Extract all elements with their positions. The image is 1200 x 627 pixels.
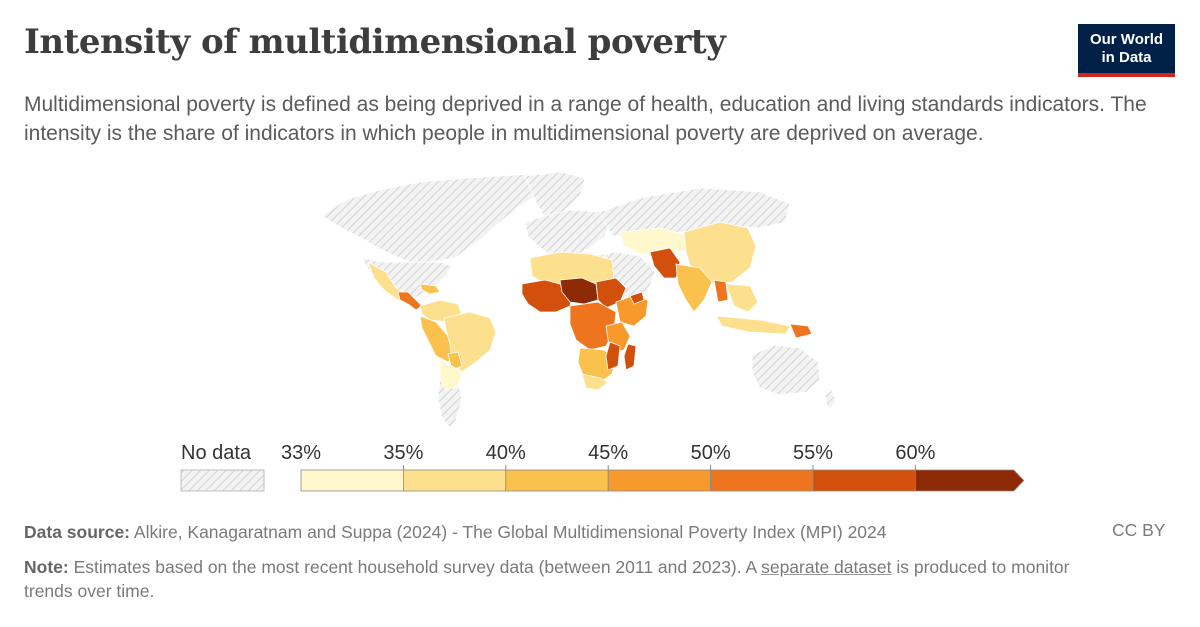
- legend-bin-55-60[interactable]: [812, 469, 916, 492]
- source-label: Data source:: [24, 522, 131, 542]
- legend-tick-label: 40%: [486, 442, 526, 464]
- legend-tick-label: 33%: [281, 442, 321, 464]
- legend-bin-60-plus[interactable]: [915, 469, 1025, 492]
- legend: No data 33% 35% 40% 45% 50% 55% 60%: [180, 442, 1025, 492]
- region-caribbean: [419, 283, 441, 295]
- legend-bin-50-55[interactable]: [710, 469, 814, 492]
- separate-dataset-link[interactable]: separate dataset: [761, 557, 892, 577]
- region-alaska-canada: [321, 173, 546, 263]
- region-uruguay-south: [439, 359, 463, 391]
- logo-line-2: in Data: [1101, 49, 1152, 66]
- note-label: Note:: [24, 557, 69, 577]
- legend-tick-label: 50%: [691, 442, 731, 464]
- chart-subtitle: Multidimensional poverty is defined as b…: [24, 93, 1147, 145]
- legend-bin-35-40[interactable]: [402, 469, 507, 492]
- note-text-before: Estimates based on the most recent house…: [73, 557, 757, 577]
- region-madagascar: [623, 343, 637, 371]
- region-new-zealand: [824, 389, 837, 411]
- region-peru-bolivia: [419, 315, 457, 363]
- region-indonesia: [715, 315, 791, 335]
- note-text-after: is produced to monitor trends over time.: [24, 557, 1070, 601]
- legend-tick-label: 35%: [383, 442, 423, 464]
- owid-logo[interactable]: Our World in Data: [1078, 24, 1175, 77]
- region-yemen: [629, 291, 645, 305]
- source-text: Alkire, Kanagaratnam and Suppa (2024) - …: [133, 522, 887, 542]
- footer-note: Note: Estimates based on the most recent…: [24, 555, 1104, 603]
- region-southeast-asia: [725, 283, 759, 313]
- legend-no-data-label: No data: [181, 442, 252, 464]
- footer-source: Data source: Alkire, Kanagaratnam and Su…: [24, 520, 887, 544]
- logo-line-1: Our World: [1089, 31, 1164, 48]
- legend-tick-label: 60%: [895, 442, 935, 464]
- region-china-mongolia: [683, 221, 757, 285]
- chart-title: Intensity of multidimensional poverty: [24, 22, 726, 62]
- data-regions: [367, 221, 813, 391]
- region-png: [789, 323, 813, 339]
- region-europe: [524, 209, 613, 259]
- legend-tick-label: 45%: [588, 442, 628, 464]
- region-myanmar: [713, 279, 729, 303]
- legend-bin-33-35[interactable]: [300, 469, 404, 492]
- region-sahel-core: [559, 277, 599, 305]
- legend-tick-label: 55%: [793, 442, 833, 464]
- region-central-america: [397, 291, 423, 311]
- region-west-africa: [521, 279, 573, 313]
- region-greenland: [524, 171, 586, 219]
- no-data-regions: [321, 171, 837, 429]
- region-india: [675, 263, 713, 313]
- region-afghanistan-pakistan: [649, 247, 681, 279]
- legend-bin-45-50[interactable]: [607, 469, 712, 492]
- region-south-africa: [581, 373, 609, 391]
- legend-no-data-swatch: [180, 469, 265, 492]
- legend-bin-40-45[interactable]: [505, 469, 609, 492]
- region-central-africa: [569, 301, 617, 351]
- region-mozambique: [605, 341, 621, 371]
- region-australia: [751, 344, 821, 396]
- license-label[interactable]: CC BY: [1112, 520, 1166, 540]
